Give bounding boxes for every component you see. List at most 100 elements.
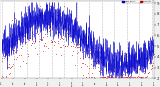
Point [86,65,88,66]
Point [54,41,56,42]
Point [75,39,77,41]
Point [68,28,71,29]
Point [151,66,153,67]
Point [1,76,4,78]
Point [43,42,46,44]
Point [127,76,130,78]
Point [84,64,86,65]
Point [112,70,114,71]
Point [119,57,121,59]
Point [52,41,55,42]
Point [85,76,87,77]
Point [65,32,68,34]
Point [16,25,18,27]
Point [49,29,51,30]
Point [33,47,36,48]
Point [34,38,36,39]
Point [11,19,13,20]
Point [144,76,147,78]
Point [112,76,115,78]
Point [2,48,4,50]
Point [116,66,119,67]
Point [25,35,28,36]
Point [106,76,108,77]
Point [139,76,142,78]
Point [36,54,38,55]
Point [108,76,111,78]
Point [22,60,24,62]
Point [51,40,53,42]
Point [135,73,138,74]
Point [125,76,128,78]
Point [131,76,134,78]
Point [56,43,59,44]
Point [87,56,90,58]
Point [121,73,124,74]
Point [49,6,52,7]
Point [151,65,154,66]
Point [103,76,105,78]
Point [40,39,42,40]
Point [9,67,12,68]
Point [1,57,4,58]
Point [53,28,56,29]
Point [58,27,60,28]
Point [126,76,129,78]
Point [147,72,149,74]
Point [141,76,143,78]
Point [77,29,79,31]
Point [101,76,104,78]
Point [24,42,27,43]
Point [29,25,32,27]
Point [148,40,150,42]
Point [4,38,6,40]
Point [70,42,73,43]
Point [137,68,140,69]
Point [83,57,86,58]
Point [123,52,125,53]
Point [106,75,109,77]
Point [30,44,32,45]
Point [13,58,15,60]
Point [128,59,130,60]
Point [41,40,43,41]
Point [80,51,83,53]
Point [105,64,107,65]
Point [88,76,91,78]
Point [95,62,97,64]
Point [45,45,48,47]
Point [26,36,29,37]
Point [87,50,89,51]
Point [35,21,38,23]
Point [63,6,65,7]
Point [97,51,99,53]
Point [22,35,25,36]
Point [60,37,63,39]
Point [18,38,20,40]
Point [139,59,141,60]
Point [65,16,68,17]
Point [136,76,138,78]
Point [44,33,46,34]
Point [4,46,7,48]
Point [141,76,144,78]
Point [23,28,26,29]
Point [103,76,106,78]
Point [45,20,48,21]
Point [134,71,137,73]
Point [75,20,78,21]
Point [115,70,117,71]
Point [50,41,53,42]
Point [83,50,85,52]
Point [5,75,7,77]
Point [63,23,65,24]
Point [29,37,32,39]
Point [44,12,47,14]
Point [57,40,59,41]
Point [56,11,58,13]
Point [82,74,84,75]
Point [113,60,116,62]
Point [41,38,44,40]
Point [36,31,39,32]
Point [136,76,139,77]
